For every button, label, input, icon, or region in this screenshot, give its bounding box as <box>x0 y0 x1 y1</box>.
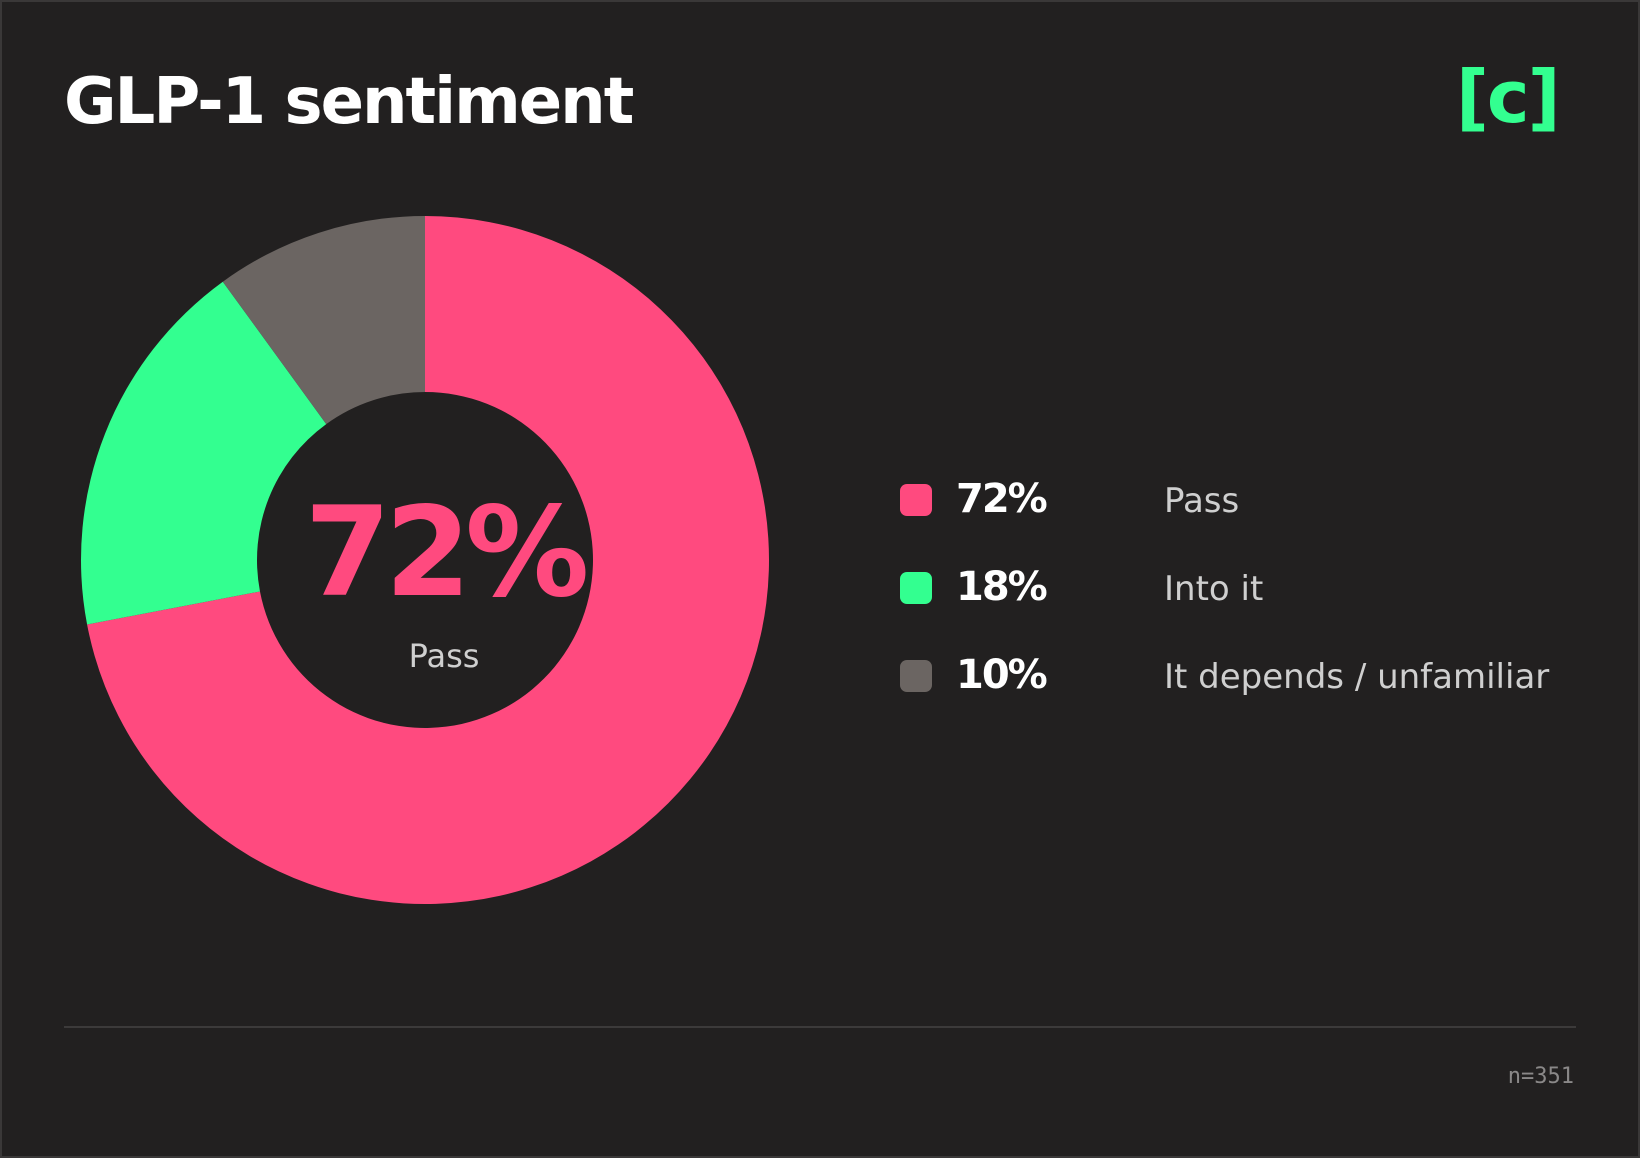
center-value: 72% <box>304 481 590 625</box>
legend-swatch-pass <box>900 484 932 516</box>
legend-item-pass: 72% Pass <box>900 470 1600 530</box>
donut-slice-it-depends-unfamiliar <box>222 216 425 425</box>
legend-pct: 72% <box>956 476 1048 522</box>
legend-label: It depends / unfamiliar <box>1164 657 1550 697</box>
legend-item-it-depends: 10% It depends / unfamiliar <box>900 646 1600 706</box>
donut-chart <box>80 216 770 904</box>
legend-swatch-into-it <box>900 572 932 604</box>
legend-item-into-it: 18% Into it <box>900 558 1600 618</box>
legend-pct: 18% <box>956 564 1048 610</box>
sample-size-note: n=351 <box>1507 1064 1574 1089</box>
legend-swatch-it-depends <box>900 660 932 692</box>
legend-label: Pass <box>1164 481 1240 521</box>
legend-label: Into it <box>1164 569 1264 609</box>
center-label: Pass <box>408 637 480 675</box>
legend-pct: 10% <box>956 652 1048 698</box>
donut-slice-into-it <box>80 281 327 625</box>
chart-title: GLP-1 sentiment <box>64 65 634 139</box>
brand-logo: [c] <box>1456 55 1560 139</box>
donut-slice-pass <box>87 216 770 904</box>
footer-divider <box>64 1026 1576 1028</box>
